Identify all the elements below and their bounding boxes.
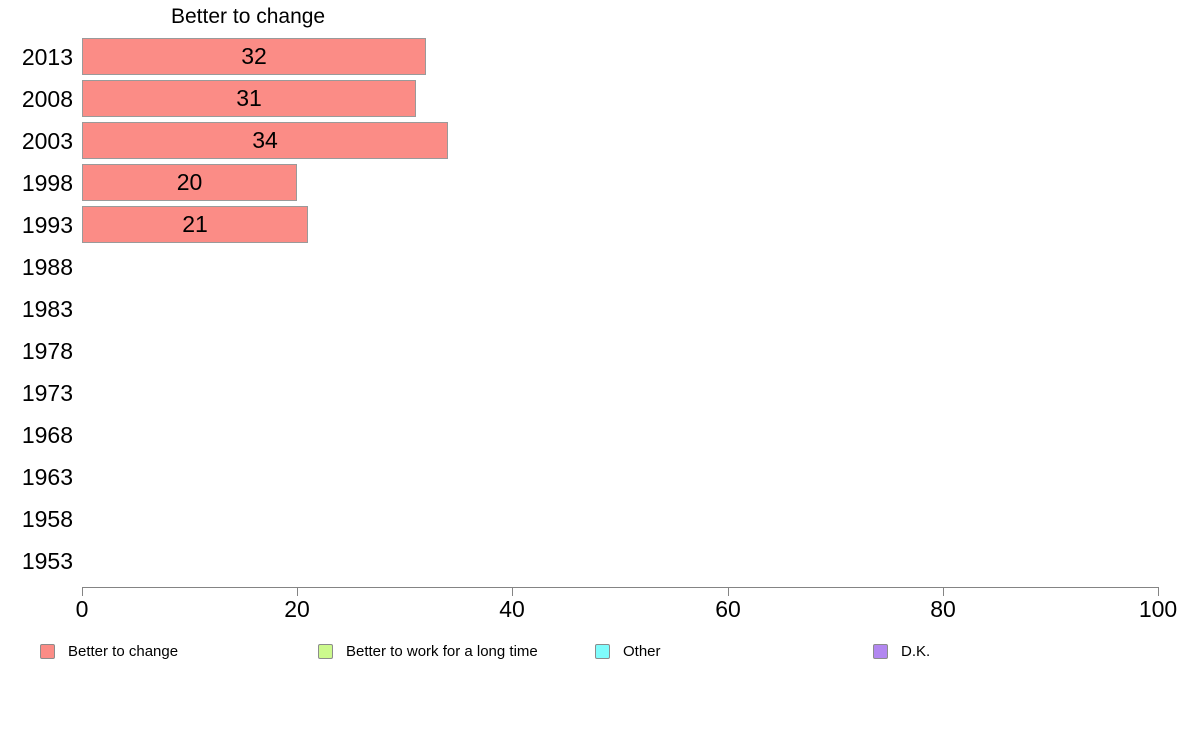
legend-item: D.K. <box>873 642 930 660</box>
x-tick-label: 40 <box>499 596 525 622</box>
legend-item: Other <box>595 642 661 660</box>
category-label: 1958 <box>21 506 73 532</box>
legend-swatch <box>40 643 55 659</box>
bar: 20 <box>82 164 297 201</box>
legend-label: D.K. <box>901 642 931 660</box>
x-axis-tick <box>728 587 729 596</box>
category-label: 1953 <box>21 548 73 574</box>
bar: 21 <box>82 206 308 243</box>
legend-label: Better to work for a long time <box>346 642 538 660</box>
bar: 32 <box>82 38 426 75</box>
bar: 34 <box>82 122 448 159</box>
x-axis-tick <box>943 587 944 596</box>
x-tick-label: 80 <box>930 596 956 622</box>
legend-label: Better to change <box>68 642 179 660</box>
x-tick-label: 20 <box>284 596 310 622</box>
bar-value-label: 21 <box>182 211 208 237</box>
category-label: 1993 <box>21 212 73 238</box>
x-axis-tick <box>297 587 298 596</box>
x-axis-tick <box>1158 587 1159 596</box>
legend-item: Better to change <box>40 642 178 660</box>
category-label: 1988 <box>21 254 73 280</box>
category-label: 1973 <box>21 380 73 406</box>
category-label: 2008 <box>21 86 73 112</box>
bar-value-label: 31 <box>236 85 262 111</box>
category-label: 1978 <box>21 338 73 364</box>
x-axis-tick <box>512 587 513 596</box>
category-label: 2003 <box>21 128 73 154</box>
x-axis-tick <box>82 587 83 596</box>
x-tick-label: 0 <box>75 596 89 622</box>
category-label: 1998 <box>21 170 73 196</box>
bar-value-label: 20 <box>176 169 203 195</box>
category-label: 2013 <box>21 44 73 70</box>
x-tick-label: 60 <box>715 596 741 622</box>
category-label: 1968 <box>21 422 73 448</box>
category-label: 1963 <box>21 464 73 490</box>
legend-label: Other <box>623 642 661 660</box>
bar-value-label: 34 <box>252 127 278 153</box>
bar: 31 <box>82 80 416 117</box>
legend-item: Better to work for a long time <box>318 642 538 660</box>
chart-title: Better to change <box>171 5 326 28</box>
legend-swatch <box>318 643 333 659</box>
x-axis-line <box>82 587 1158 588</box>
legend-swatch <box>873 643 888 659</box>
x-tick-label: 100 <box>1138 596 1178 622</box>
legend-swatch <box>595 643 610 659</box>
bar-value-label: 32 <box>241 43 267 69</box>
category-label: 1983 <box>21 296 73 322</box>
